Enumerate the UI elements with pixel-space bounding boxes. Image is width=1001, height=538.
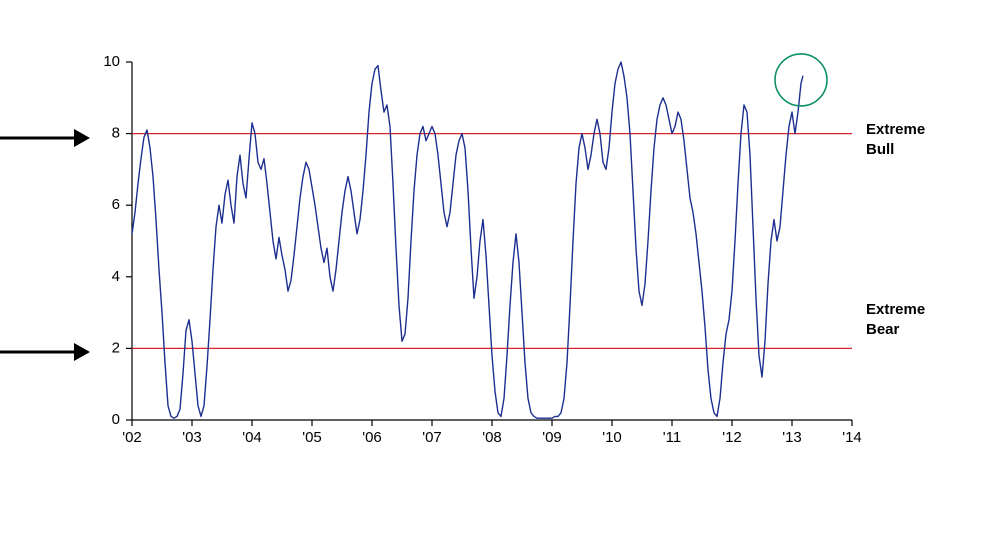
sentiment-line-chart: 0 2 4 6 8 10 '02 '03 '04 '05 '06 '07 '08 '09 '10 '11 '12… (0, 0, 1001, 538)
y-tick-label: 10 (103, 53, 120, 70)
x-tick-label: '08 (482, 429, 502, 446)
x-tick-label: '03 (182, 429, 202, 446)
sentiment-series (132, 62, 803, 418)
x-tick-label: '12 (722, 429, 742, 446)
x-tick-label: '05 (302, 429, 322, 446)
x-tick-label: '09 (542, 429, 562, 446)
y-tick-label: 0 (112, 411, 120, 428)
x-tick-label: '06 (362, 429, 382, 446)
x-tick-label: '07 (422, 429, 442, 446)
x-tick-label: '10 (602, 429, 622, 446)
x-tick-label: '11 (663, 429, 681, 446)
x-tick-label: '14 (842, 429, 862, 446)
x-tick-label: '02 (122, 429, 142, 446)
y-tick-label: 2 (112, 339, 120, 356)
y-tick-label: 6 (112, 196, 120, 213)
highlight-circle (775, 54, 827, 106)
y-tick-label: 8 (112, 125, 120, 142)
x-tick-label: '04 (242, 429, 262, 446)
x-tick-label: '13 (782, 429, 802, 446)
y-tick-label: 4 (112, 268, 120, 285)
